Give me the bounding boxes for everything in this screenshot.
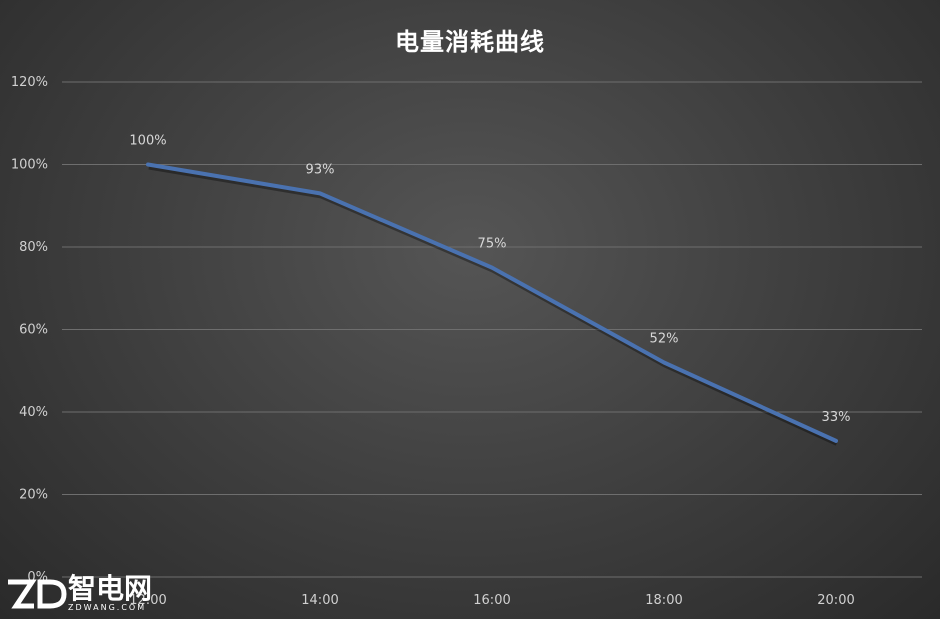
- data-label: 52%: [650, 332, 679, 347]
- y-tick-label: 100%: [11, 158, 48, 173]
- y-tick-label: 120%: [11, 75, 48, 90]
- data-label: 33%: [822, 410, 851, 425]
- data-label: 100%: [129, 134, 166, 149]
- y-tick-label: 60%: [19, 323, 48, 338]
- series-line-shadow: [148, 163, 839, 446]
- data-labels: 100% 93% 75% 52% 33%: [129, 134, 850, 425]
- data-label: 93%: [306, 162, 335, 177]
- series-line: [146, 162, 838, 443]
- x-tick-label: 16:00: [473, 593, 510, 608]
- x-axis-ticks: 12:00 14:00 16:00 18:00 20:00: [129, 593, 854, 608]
- data-label: 75%: [478, 237, 507, 252]
- y-tick-label: 40%: [19, 405, 48, 420]
- x-tick-label: 20:00: [817, 593, 854, 608]
- watermark: 智电网 ZDWANG.COM: [6, 572, 176, 616]
- chart-title: 电量消耗曲线: [395, 28, 545, 56]
- x-tick-label: 12:00: [129, 593, 166, 608]
- x-tick-label: 14:00: [301, 593, 338, 608]
- y-axis-ticks: 0%20%40%60%80%100%120%: [11, 75, 48, 585]
- watermark-text: 智电网 ZDWANG.COM: [68, 575, 152, 613]
- y-tick-label: 20%: [19, 488, 48, 503]
- grid-layer: [62, 81, 922, 578]
- x-tick-label: 18:00: [645, 593, 682, 608]
- series-layer: [146, 162, 839, 446]
- zd-logo-icon: [6, 576, 68, 612]
- watermark-brand-en: ZDWANG.COM: [68, 603, 147, 612]
- watermark-brand-cn: 智电网: [68, 572, 153, 605]
- y-tick-label: 80%: [19, 240, 48, 255]
